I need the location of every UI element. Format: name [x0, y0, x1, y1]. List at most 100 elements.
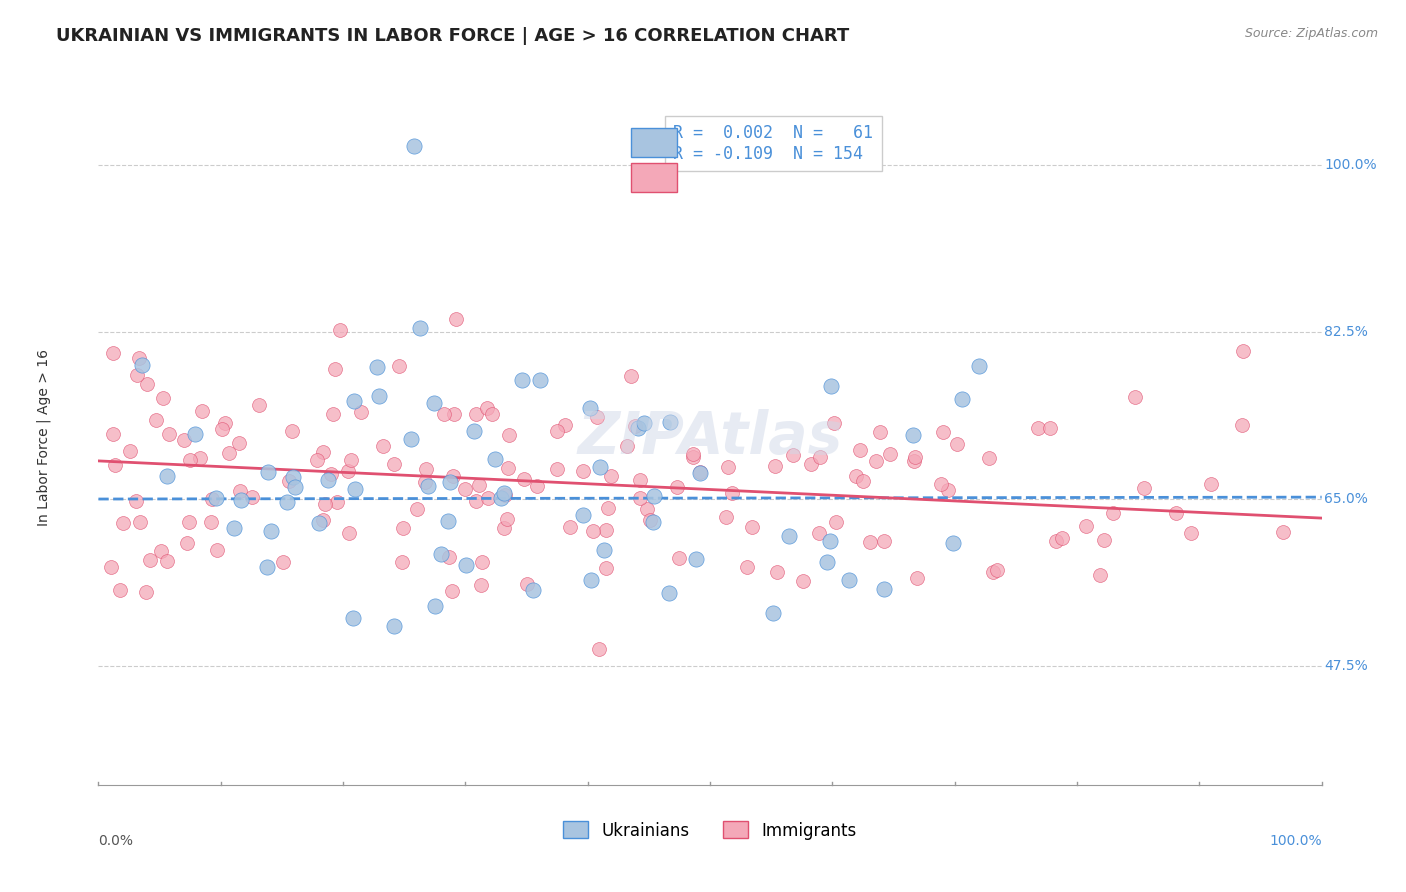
Immigrants — [191, 403, 214, 417]
Immigrants — [638, 513, 661, 527]
Immigrants — [176, 535, 198, 549]
Immigrants — [1272, 524, 1295, 539]
Immigrants — [526, 479, 548, 493]
Immigrants — [350, 405, 373, 419]
Immigrants — [179, 453, 201, 467]
Immigrants — [437, 549, 460, 564]
Ukrainians — [815, 555, 838, 569]
Ukrainians — [489, 491, 512, 505]
Ukrainians — [399, 432, 422, 446]
Immigrants — [311, 512, 333, 526]
Ukrainians — [382, 619, 405, 633]
Immigrants — [558, 519, 581, 533]
Immigrants — [229, 483, 252, 498]
Ukrainians — [643, 490, 665, 504]
Immigrants — [938, 483, 960, 497]
Immigrants — [1092, 533, 1115, 548]
Ukrainians — [659, 415, 682, 429]
Immigrants — [326, 494, 349, 508]
Ukrainians — [658, 586, 681, 600]
Immigrants — [200, 515, 222, 529]
Immigrants — [371, 439, 394, 453]
Immigrants — [135, 585, 157, 599]
Ukrainians — [259, 524, 281, 538]
Immigrants — [337, 464, 360, 478]
Immigrants — [929, 476, 952, 491]
Immigrants — [932, 425, 955, 439]
Immigrants — [471, 555, 494, 569]
Ukrainians — [367, 389, 389, 403]
Immigrants — [441, 584, 464, 599]
Immigrants — [201, 491, 224, 506]
Immigrants — [152, 391, 174, 405]
Ukrainians — [579, 401, 602, 415]
Ukrainians — [276, 494, 298, 508]
Immigrants — [981, 565, 1004, 579]
Immigrants — [312, 445, 335, 459]
Text: 100.0%: 100.0% — [1324, 159, 1376, 172]
Immigrants — [620, 369, 643, 384]
Immigrants — [849, 443, 872, 458]
Text: 82.5%: 82.5% — [1324, 326, 1368, 339]
Immigrants — [792, 574, 814, 588]
Immigrants — [173, 433, 195, 447]
Immigrants — [329, 323, 352, 337]
Immigrants — [1164, 507, 1187, 521]
Ukrainians — [436, 514, 458, 528]
Ukrainians — [529, 373, 551, 387]
Immigrants — [845, 469, 868, 483]
Immigrants — [581, 524, 603, 538]
Ukrainians — [633, 417, 655, 431]
Immigrants — [865, 453, 887, 467]
Immigrants — [214, 416, 236, 430]
Text: UKRAINIAN VS IMMIGRANTS IN LABOR FORCE | AGE > 16 CORRELATION CHART: UKRAINIAN VS IMMIGRANTS IN LABOR FORCE |… — [56, 27, 849, 45]
Ukrainians — [281, 470, 304, 484]
Immigrants — [869, 425, 891, 439]
Ukrainians — [643, 515, 665, 529]
Immigrants — [599, 468, 621, 483]
Ukrainians — [409, 320, 432, 334]
Ukrainians — [942, 535, 965, 549]
Text: In Labor Force | Age > 16: In Labor Force | Age > 16 — [37, 349, 51, 525]
Ukrainians — [762, 606, 785, 620]
Immigrants — [879, 447, 901, 461]
Immigrants — [481, 407, 503, 421]
Text: ZIPAtlas: ZIPAtlas — [578, 409, 842, 466]
Immigrants — [721, 486, 744, 500]
Immigrants — [665, 480, 688, 494]
Immigrants — [586, 410, 609, 425]
Immigrants — [388, 359, 411, 374]
Ukrainians — [950, 392, 973, 406]
FancyBboxPatch shape — [630, 128, 678, 157]
Immigrants — [741, 520, 763, 534]
Immigrants — [323, 361, 346, 376]
Ukrainians — [229, 493, 252, 508]
Immigrants — [903, 453, 925, 467]
Immigrants — [554, 417, 576, 432]
Immigrants — [101, 427, 124, 442]
FancyBboxPatch shape — [630, 163, 678, 192]
Ukrainians — [593, 543, 616, 558]
Immigrants — [766, 565, 789, 579]
Immigrants — [1201, 476, 1223, 491]
Ukrainians — [418, 479, 440, 493]
Immigrants — [415, 462, 437, 476]
Immigrants — [319, 467, 342, 482]
Immigrants — [281, 425, 304, 439]
Text: Source: ZipAtlas.com: Source: ZipAtlas.com — [1244, 27, 1378, 40]
Immigrants — [717, 459, 740, 474]
Immigrants — [249, 397, 271, 411]
Immigrants — [477, 491, 499, 506]
Text: 47.5%: 47.5% — [1324, 659, 1368, 673]
Immigrants — [218, 446, 240, 460]
Immigrants — [392, 521, 415, 535]
Immigrants — [179, 516, 201, 530]
Immigrants — [546, 424, 568, 438]
Immigrants — [1123, 390, 1146, 404]
Ukrainians — [522, 582, 544, 597]
Ukrainians — [430, 547, 453, 561]
Immigrants — [465, 407, 488, 421]
Immigrants — [129, 515, 152, 529]
Ukrainians — [969, 359, 991, 373]
Immigrants — [735, 560, 758, 574]
